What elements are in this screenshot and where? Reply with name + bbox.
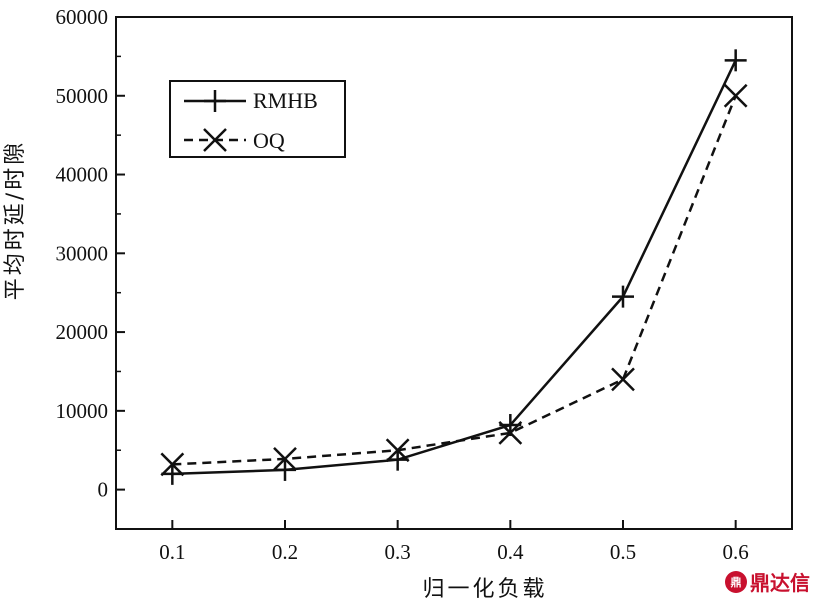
legend-box: [169, 80, 346, 158]
y-tick-label: 40000: [56, 163, 109, 187]
y-tick-label: 60000: [56, 5, 109, 29]
x-marker-b: [385, 438, 410, 463]
legend: RMHB OQ: [169, 80, 346, 158]
y-tick-label: 20000: [56, 320, 109, 344]
y-tick-label: 0: [98, 478, 109, 502]
legend-label-rmhb: RMHB: [253, 88, 318, 113]
x-marker-b: [723, 83, 748, 108]
legend-marker-symbol-rmhb: [204, 90, 226, 112]
series-layer: [160, 49, 748, 485]
x-axis: 0.1 0.2 0.3 0.4 0.5 0.6: [159, 520, 749, 564]
y-tick-label: 10000: [56, 399, 109, 423]
x-tick-label: 0.4: [497, 540, 524, 564]
y-tick-label: 50000: [56, 84, 109, 108]
data-point-oq: [273, 447, 297, 471]
watermark: 鼎 鼎达信: [725, 567, 810, 596]
legend-label-oq: OQ: [253, 128, 285, 153]
x-tick-label: 0.1: [159, 540, 185, 564]
x-marker-b: [498, 421, 523, 445]
x-tick-label: 0.3: [385, 540, 411, 564]
data-point-rmhb: [274, 458, 296, 481]
plot-frame: [115, 16, 793, 530]
data-point-oq: [385, 438, 410, 463]
data-point-oq: [160, 452, 185, 477]
x-marker-b: [611, 367, 635, 392]
data-point-rmhb: [161, 462, 184, 485]
y-axis-title: 平均时延/时隙: [3, 140, 28, 300]
x-tick-label: 0.6: [723, 540, 749, 564]
series-line-oq: [172, 95, 737, 466]
series-line-rmhb: [172, 59, 737, 476]
x-marker-b: [203, 128, 227, 152]
x-tick-label: 0.5: [610, 540, 636, 564]
x-tick-label: 0.2: [272, 540, 298, 564]
data-point-oq: [723, 83, 748, 108]
data-point-rmhb: [612, 285, 634, 308]
data-point-oq: [498, 421, 523, 445]
x-marker-b: [160, 452, 185, 477]
y-tick-label: 30000: [56, 241, 109, 265]
watermark-logo: 鼎: [725, 570, 747, 593]
data-point-oq: [611, 367, 635, 392]
x-axis-title: 归一化负载: [422, 577, 547, 602]
plot-border: [115, 16, 793, 530]
legend-marker-rmhb: [204, 90, 226, 112]
legend-marker-symbol-oq: [203, 128, 227, 152]
data-point-rmhb: [386, 448, 409, 471]
y-axis: 0 10000 20000 30000 40000 50000 60000: [56, 5, 125, 502]
watermark-text: 鼎达信: [750, 571, 810, 595]
x-marker-b: [273, 447, 297, 471]
legend-marker-oq: [203, 128, 227, 152]
data-point-rmhb: [724, 49, 747, 72]
